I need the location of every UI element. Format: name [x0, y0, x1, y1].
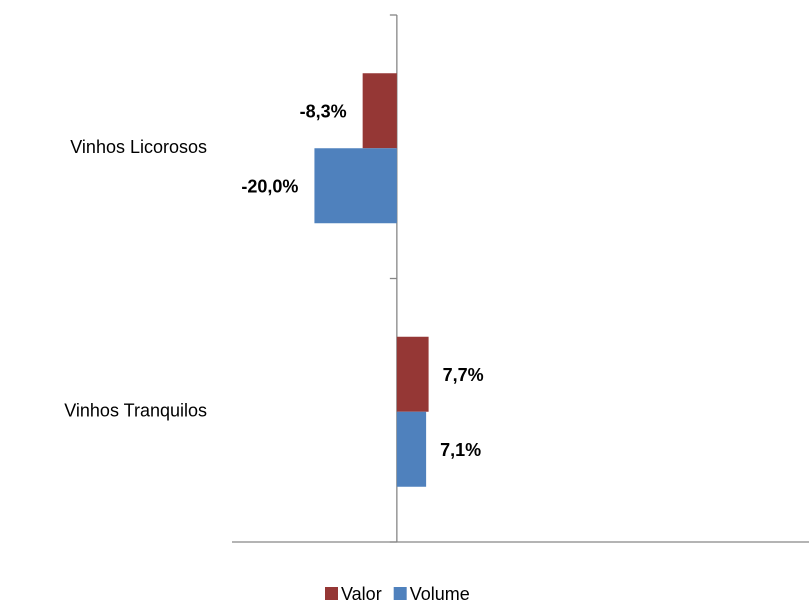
legend-swatch: [393, 587, 407, 600]
value-label: -20,0%: [241, 177, 298, 197]
category-label: Vinhos Tranquilos: [64, 401, 207, 421]
legend-label: Valor: [341, 584, 382, 604]
category-label: Vinhos Licorosos: [70, 137, 207, 157]
legend-label: Volume: [410, 584, 470, 604]
bar: [314, 148, 397, 224]
bar: [396, 336, 429, 412]
value-label: 7,1%: [440, 440, 481, 460]
legend-swatch: [325, 587, 338, 600]
value-label: 7,7%: [443, 365, 484, 385]
value-label: -8,3%: [300, 102, 347, 122]
bar: [362, 73, 397, 149]
bar: [396, 411, 427, 487]
